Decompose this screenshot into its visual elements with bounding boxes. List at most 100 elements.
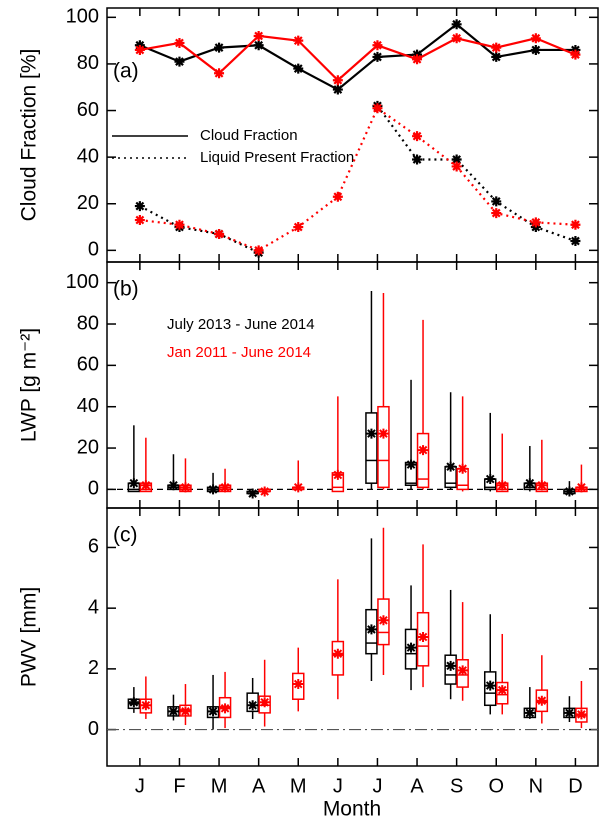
mean-marker [406,642,417,653]
series-line [139,105,576,254]
box [416,432,430,489]
mean-marker [457,463,468,474]
y-tick-label: 80 [77,312,99,334]
point-marker [570,236,581,247]
point-marker [214,42,225,53]
y-tick-label: 4 [88,596,99,618]
y-tick-label: 6 [88,536,99,558]
series-line [139,106,576,252]
mean-marker [293,482,304,493]
panel-frame [106,507,599,767]
point-marker [451,161,462,172]
mean-marker [497,685,508,696]
point-marker [530,33,541,44]
mean-marker [457,665,468,676]
x-tick-label: M [211,775,228,797]
mean-marker [220,482,231,493]
mean-marker [366,624,377,635]
point-marker [214,68,225,79]
y-axis-label: PWV [mm] [18,587,41,687]
point-marker [134,215,145,226]
y-tick-label: 0 [88,239,99,261]
y-tick-label: 40 [77,145,99,167]
legend-label: Jan 2011 - June 2014 [167,344,311,361]
mean-marker [564,707,575,718]
x-tick-label: S [450,775,463,797]
mean-marker [524,707,535,718]
mean-marker [485,474,496,485]
point-marker [174,219,185,230]
point-marker [451,19,462,30]
point-marker [253,40,264,51]
x-tick-label: F [173,775,185,797]
point-marker [253,30,264,41]
mean-marker [180,482,191,493]
point-marker [491,196,502,207]
point-marker [491,42,502,53]
point-marker [293,63,304,74]
series-line [139,34,576,82]
point-marker [134,44,145,55]
mean-marker [445,461,456,472]
x-tick-label: A [410,775,424,797]
mean-marker [332,648,343,659]
mean-marker [445,660,456,671]
y-tick-label: 60 [77,99,99,121]
y-tick-label: 20 [77,192,99,214]
y-tick-label: 60 [77,354,99,376]
mean-marker [220,703,231,714]
mean-marker [168,480,179,491]
box [377,405,390,489]
point-marker [491,51,502,62]
mean-marker [247,700,258,711]
mean-marker [536,480,547,491]
mean-marker [208,484,219,495]
x-tick-label: J [135,775,145,797]
mean-marker [378,615,389,626]
panel-frame [106,261,599,509]
point-marker [372,51,383,62]
x-axis-label: Month [323,798,381,821]
y-axis-label: Cloud Fraction [%] [18,49,41,222]
mean-marker [536,695,547,706]
y-axis-label: LWP [g m⁻²] [18,328,41,442]
point-marker [372,103,383,114]
mean-marker [497,480,508,491]
mean-marker [128,697,139,708]
mean-marker [576,709,587,720]
y-tick-label: 100 [66,6,99,28]
box [365,412,378,484]
mean-marker [140,480,151,491]
x-tick-label: M [290,775,307,797]
legend-label: Cloud Fraction [200,127,298,144]
panel-label: (a) [113,60,139,83]
mean-marker [332,469,343,480]
point-marker [332,84,343,95]
series-line [139,22,576,91]
y-tick-label: 100 [66,271,99,293]
panel-label: (b) [113,278,139,301]
point-marker [214,229,225,240]
mean-marker [247,488,258,499]
point-marker [134,201,145,212]
point-marker [293,35,304,46]
mean-marker [418,445,429,456]
y-tick-label: 2 [88,657,99,679]
point-marker [412,131,423,142]
mean-marker [180,706,191,717]
y-tick-label: 0 [88,478,99,500]
mean-marker [259,486,270,497]
point-marker [332,191,343,202]
y-tick-label: 80 [77,52,99,74]
y-tick-label: 0 [88,718,99,740]
point-marker [253,245,264,256]
y-tick-label: 40 [77,395,99,417]
x-tick-label: A [252,775,266,797]
point-marker [332,75,343,86]
mean-marker [366,428,377,439]
point-marker [174,37,185,48]
mean-marker [293,679,304,690]
